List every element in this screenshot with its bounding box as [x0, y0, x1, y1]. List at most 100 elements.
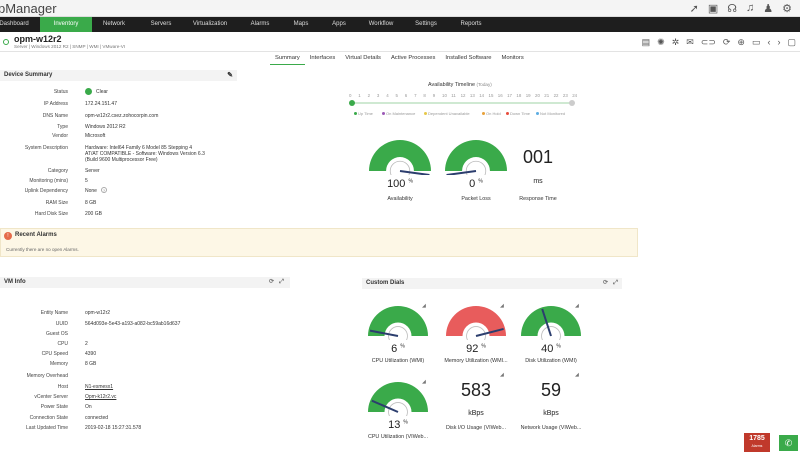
- vm-value: 2: [85, 341, 88, 347]
- help-icon[interactable]: ?: [101, 187, 107, 193]
- vm-info-header: VM Info ⟳ ⤢: [0, 277, 290, 288]
- signal-icon[interactable]: ◢: [422, 303, 426, 309]
- gauge-dial: [521, 306, 581, 340]
- tab-interfaces[interactable]: Interfaces: [309, 55, 336, 61]
- response-time-value: 001: [522, 147, 554, 167]
- nav-item-servers[interactable]: Servers: [150, 21, 172, 27]
- link-icon[interactable]: ⊂⊃: [700, 37, 716, 47]
- tab-virtual-details[interactable]: Virtual Details: [345, 55, 381, 61]
- tab-active-processes[interactable]: Active Processes: [390, 55, 436, 61]
- app-title: pManager: [0, 1, 57, 16]
- timeline-hour: 2: [367, 93, 371, 98]
- display-icon[interactable]: ▭: [751, 37, 761, 47]
- rocket-icon[interactable]: ➚: [689, 3, 699, 15]
- device-actions: ▤ ✺ ✲ ✉ ⊂⊃ ⟳ ⊕ ▭ ‹ › ▢: [642, 37, 796, 48]
- vm-label: Memory Overhead: [26, 373, 68, 379]
- vm-value: 4390: [85, 351, 97, 357]
- graph-icon[interactable]: ▤: [641, 37, 651, 47]
- top-icons: ➚ ▣ ☊ ♫ ♟ ⚙: [690, 2, 792, 15]
- nav-item-dashboard[interactable]: Dashboard: [0, 21, 29, 27]
- timeline-hour: 3: [376, 93, 380, 98]
- signal-icon[interactable]: ◢: [422, 379, 426, 385]
- vm-label: UUID: [55, 321, 68, 327]
- nav-item-settings[interactable]: Settings: [415, 21, 437, 27]
- top-bar: pManager ➚ ▣ ☊ ♫ ♟ ⚙: [0, 0, 800, 17]
- nav-item-inventory[interactable]: Inventory: [40, 17, 92, 32]
- expand-icon[interactable]: ⤢: [613, 280, 618, 286]
- gauge-hub: [388, 402, 408, 416]
- gauge-arc: [369, 140, 431, 171]
- device-status-icon: [3, 39, 9, 45]
- chat-icon[interactable]: ✆: [779, 435, 798, 451]
- vm-link[interactable]: Opm-k12r2.vc: [85, 394, 117, 400]
- refresh-icon[interactable]: ⟳: [722, 37, 731, 47]
- signal-icon[interactable]: ◢: [500, 303, 504, 309]
- bulb-icon[interactable]: ✺: [657, 37, 665, 47]
- chevron-right-icon[interactable]: ›: [777, 37, 781, 47]
- refresh-icon[interactable]: ⟳: [268, 279, 274, 285]
- nav-item-alarms[interactable]: Alarms: [250, 21, 270, 27]
- legend-label: Up Time: [358, 111, 373, 116]
- expand-icon[interactable]: ⤢: [279, 279, 284, 285]
- alarm-count-label: Alarms: [751, 444, 763, 448]
- gauge-needle: [541, 308, 552, 337]
- summary-value: opm-w12r2.csez.zohocorpin.com: [85, 113, 159, 119]
- nav-item-workflow[interactable]: Workflow: [368, 21, 394, 27]
- vm-value: 8 GB: [85, 361, 97, 367]
- chevron-left-icon[interactable]: ‹: [767, 37, 771, 47]
- dial-unit: %: [403, 419, 408, 426]
- tab-installed-software[interactable]: Installed Software: [445, 55, 492, 61]
- number-value: 583: [460, 380, 492, 400]
- headset-icon[interactable]: ☊: [727, 3, 737, 15]
- nav-item-network[interactable]: Network: [102, 21, 125, 27]
- vm-label: Guest OS: [46, 331, 68, 337]
- mail-icon[interactable]: ✉: [686, 37, 694, 47]
- collapse-icon[interactable]: ▢: [787, 37, 796, 47]
- gauge-dial: [368, 306, 428, 340]
- vm-label: Entity Name: [40, 310, 68, 316]
- nav-item-apps[interactable]: Apps: [332, 21, 346, 27]
- alarm-count-badge[interactable]: 1785 Alarms: [744, 433, 770, 452]
- signal-icon[interactable]: ◢: [500, 372, 504, 378]
- vm-label: CPU Speed: [41, 351, 68, 357]
- timeline-start-dot: [349, 100, 355, 106]
- bell-icon[interactable]: ♫: [746, 2, 755, 14]
- number-label: Disk I/O Usage (VIWeb...: [445, 425, 507, 431]
- vm-label: CPU: [57, 341, 68, 347]
- nav-item-maps[interactable]: Maps: [293, 21, 309, 27]
- dial-value: 6 %: [373, 343, 423, 355]
- globe-icon[interactable]: ⊕: [737, 37, 745, 47]
- custom-dials-title: Custom Dials: [366, 280, 405, 286]
- nav-item-virtualization[interactable]: Virtualization: [192, 21, 228, 27]
- summary-label: Uplink Dependency: [24, 188, 68, 194]
- signal-icon[interactable]: ◢: [575, 303, 579, 309]
- timeline-hour: 13: [469, 93, 475, 98]
- dial-unit: %: [400, 343, 405, 350]
- legend-dot: [382, 112, 385, 115]
- refresh-icon[interactable]: ⟳: [602, 280, 608, 286]
- timeline-hour: 0: [349, 93, 352, 98]
- video-icon[interactable]: ▣: [707, 3, 719, 15]
- settings-icon[interactable]: ✲: [671, 37, 680, 47]
- timeline-hour: 17: [507, 93, 512, 98]
- device-name: opm-w12r2: [14, 34, 62, 44]
- gauge-unit: %: [478, 178, 483, 185]
- signal-icon[interactable]: ◢: [575, 372, 579, 378]
- summary-value: Clear: [96, 89, 108, 95]
- gear-icon[interactable]: ⚙: [782, 3, 792, 15]
- vm-value: 2019-02-18 15:27:31.578: [85, 425, 142, 431]
- edit-icon[interactable]: ✎: [227, 72, 233, 79]
- timeline-hour: 11: [451, 93, 456, 98]
- tab-monitors[interactable]: Monitors: [501, 55, 524, 61]
- recent-alarms-panel: ! Recent Alarms Currently there are no o…: [0, 228, 638, 257]
- summary-label: Type: [57, 124, 68, 130]
- tab-summary[interactable]: Summary: [270, 53, 305, 65]
- vm-value: On: [85, 404, 92, 410]
- legend-label: On Hold: [486, 111, 501, 116]
- gauge-hub: [466, 326, 486, 340]
- timeline-end-dot: [569, 100, 575, 106]
- user-icon[interactable]: ♟: [763, 3, 774, 15]
- vm-link[interactable]: N1-esmesx1: [85, 384, 114, 390]
- summary-value: 5: [85, 178, 88, 184]
- nav-item-reports[interactable]: Reports: [460, 21, 482, 27]
